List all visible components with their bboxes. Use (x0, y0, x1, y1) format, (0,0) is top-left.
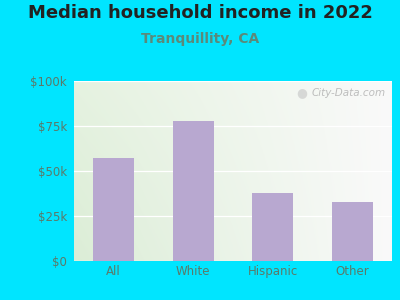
Bar (332, 202, 373, 261)
Text: ●: ● (297, 86, 308, 99)
Bar (172, 121, 214, 261)
Bar (252, 193, 294, 261)
Text: Median household income in 2022: Median household income in 2022 (28, 4, 372, 22)
Text: City-Data.com: City-Data.com (312, 88, 386, 98)
Bar (93, 158, 134, 261)
Text: Tranquillity, CA: Tranquillity, CA (141, 32, 259, 46)
